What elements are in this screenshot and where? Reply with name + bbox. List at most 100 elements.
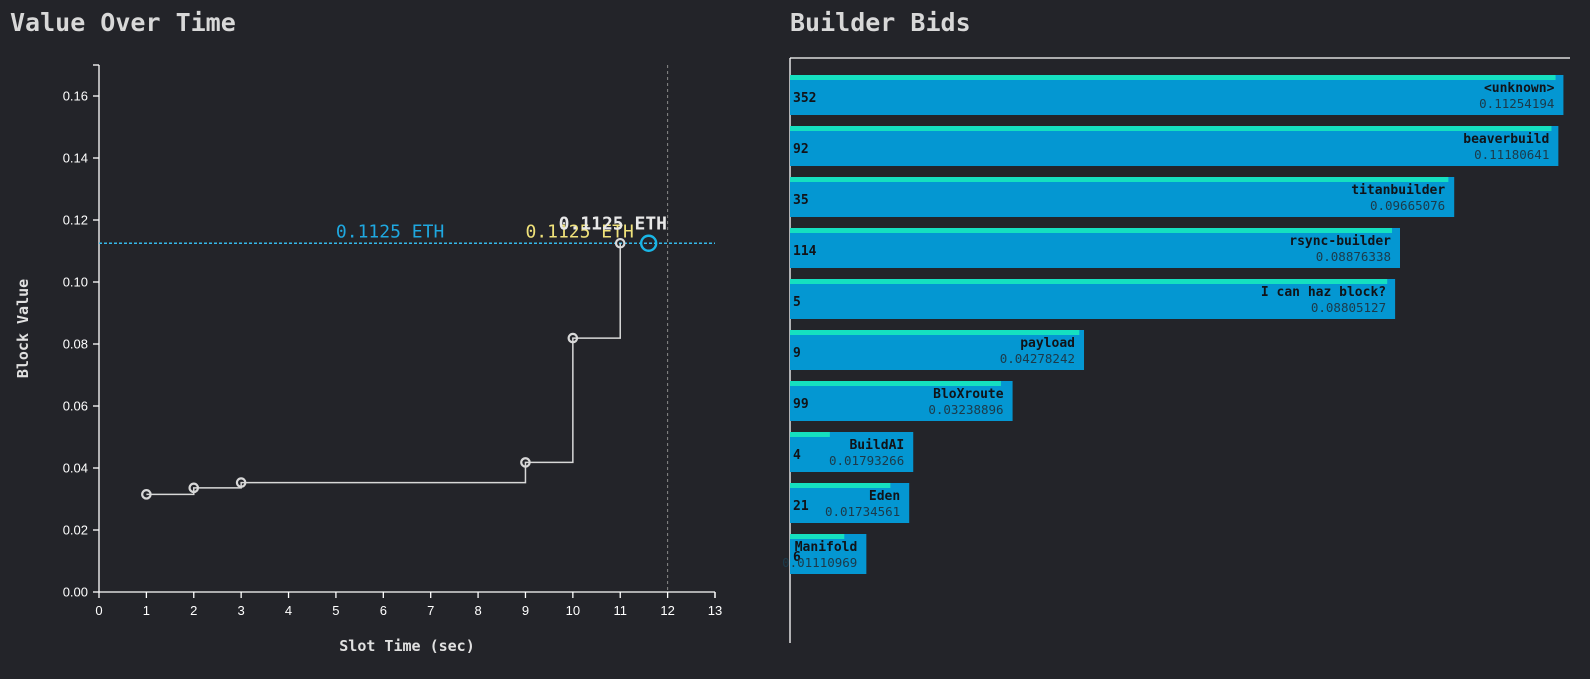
x-tick-label: 2 [190, 603, 197, 618]
bar-value-label: 0.11254194 [1479, 96, 1554, 111]
x-tick-label: 5 [332, 603, 339, 618]
bar-accent [790, 432, 830, 437]
y-tick-label: 0.04 [63, 461, 88, 476]
bar-value-label: 0.04278242 [1000, 351, 1075, 366]
bar-accent [790, 75, 1556, 80]
bar-name-label: Manifold [795, 540, 858, 555]
bar-rect [790, 432, 914, 472]
value-annotation: 0.1125 ETH [336, 221, 444, 242]
bar-count-label: 352 [793, 91, 816, 106]
y-tick-label: 0.16 [63, 89, 88, 104]
bar-rect [790, 381, 1013, 421]
data-point [235, 477, 247, 488]
current-value-point [639, 234, 658, 252]
bar-rect [790, 228, 1401, 268]
bar-rect [790, 330, 1085, 370]
data-point [520, 457, 531, 468]
bar-name-label: beaverbuild [1463, 132, 1549, 147]
x-tick-label: 12 [660, 603, 674, 618]
x-tick-label: 10 [566, 603, 580, 618]
x-tick-label: 3 [238, 603, 245, 618]
bar-name-label: Eden [869, 489, 900, 504]
bar-name-label: titanbuilder [1351, 183, 1445, 198]
bar-rect [790, 534, 867, 574]
bar-count-label: 21 [793, 499, 809, 514]
y-tick-label: 0.06 [63, 399, 88, 414]
bar-rect [790, 75, 1564, 115]
bar-name-label: BuildAI [849, 438, 904, 453]
bar-accent [790, 330, 1080, 335]
bar-count-label: 4 [793, 448, 801, 463]
bar-count-label: 5 [793, 295, 801, 310]
data-point [141, 489, 152, 500]
bar-name-label: I can haz block? [1261, 285, 1386, 300]
bar-name-label: payload [1020, 336, 1075, 351]
bar-count-label: 6 [793, 550, 801, 565]
bar-accent [790, 534, 845, 539]
bar-rect [790, 126, 1559, 166]
builder-bar: 5 I can haz block?0.08805127 [790, 279, 1396, 319]
bar-value-label: 0.01110969 [782, 555, 857, 570]
bar-value-label: 0.03238896 [928, 402, 1003, 417]
y-tick-label: 0.08 [63, 337, 88, 352]
value-annotation: 0.1125 ETH [559, 213, 667, 234]
x-tick-label: 8 [474, 603, 481, 618]
x-axis-title: Slot Time (sec) [339, 637, 474, 655]
bar-accent [790, 177, 1449, 182]
bar-value-label: 0.01734561 [825, 504, 900, 519]
y-tick-label: 0.14 [63, 151, 88, 166]
bar-accent [790, 228, 1393, 233]
data-point [614, 237, 626, 249]
data-point [188, 482, 200, 494]
bar-count-label: 35 [793, 193, 809, 208]
bar-value-label: 0.01793266 [829, 453, 904, 468]
bar-rect [790, 483, 910, 523]
x-tick-label: 1 [143, 603, 150, 618]
bar-rect [790, 177, 1455, 217]
bar-accent [790, 279, 1388, 284]
bar-accent [790, 483, 891, 488]
bar-count-label: 114 [793, 244, 817, 259]
bar-count-label: 92 [793, 142, 809, 157]
value-over-time-chart: 0.000.020.040.060.080.100.120.140.160 1 2 3… [14, 64, 722, 655]
y-axis-title: Block Value [14, 279, 32, 378]
value-chart-title: Value Over Time [10, 8, 236, 37]
value-annotation: 0.1125 ETH [525, 221, 633, 242]
data-point [567, 332, 579, 344]
x-tick-label: 6 [380, 603, 387, 618]
bids-chart-title: Builder Bids [790, 8, 971, 37]
y-tick-label: 0.02 [63, 523, 88, 538]
bar-value-label: 0.08805127 [1311, 300, 1386, 315]
bar-count-label: 9 [793, 346, 801, 361]
y-tick-label: 0.00 [63, 585, 88, 600]
builder-bar: 352 <unknown>0.11254194 [790, 75, 1564, 115]
bar-name-label: rsync-builder [1289, 234, 1391, 249]
bar-name-label: <unknown> [1484, 81, 1555, 96]
x-tick-label: 13 [708, 603, 722, 618]
bar-accent [790, 381, 1001, 386]
y-tick-label: 0.10 [63, 275, 88, 290]
y-tick-label: 0.12 [63, 213, 88, 228]
x-tick-label: 11 [613, 603, 627, 618]
bar-accent [790, 126, 1552, 131]
x-tick-label: 7 [427, 603, 434, 618]
value-step-line [146, 243, 621, 496]
bar-value-label: 0.09665076 [1370, 198, 1445, 213]
x-tick-label: 4 [285, 603, 292, 618]
bar-value-label: 0.11180641 [1474, 147, 1549, 162]
bar-rect [790, 279, 1396, 319]
bar-count-label: 99 [793, 397, 809, 412]
x-tick-label: 0 [95, 603, 102, 618]
x-tick-label: 9 [522, 603, 529, 618]
bar-value-label: 0.08876338 [1316, 249, 1391, 264]
bar-name-label: BloXroute [933, 387, 1004, 402]
